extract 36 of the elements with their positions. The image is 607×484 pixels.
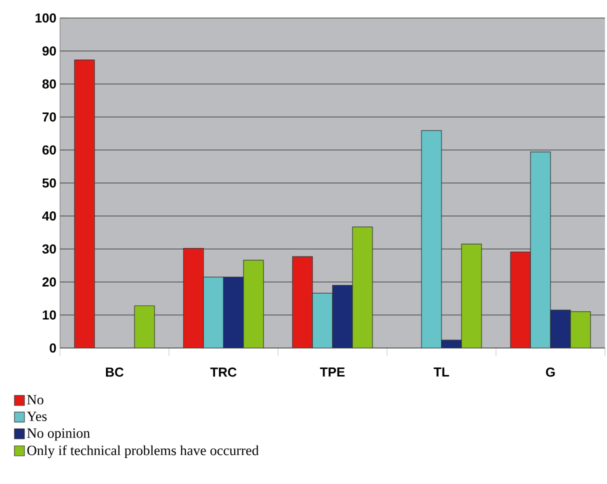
y-tick-label: 10 [42,310,56,320]
y-tick-label: 50 [42,178,56,188]
legend-label: No [27,395,44,404]
x-tick-label: TPE [320,368,345,376]
y-tick-label: 0 [50,343,56,353]
bar [550,310,571,348]
legend-label: No opinion [27,428,90,441]
y-tick-label: 40 [42,211,56,221]
x-tick-label: BC [106,368,124,377]
bar [183,248,204,348]
x-tick-label: TRC [210,368,237,377]
y-tick-label: 70 [42,112,56,122]
bar [312,292,333,348]
legend-label: Yes [26,412,47,422]
bar [223,276,244,348]
bar [352,226,373,348]
bar [510,252,531,348]
y-tick-label: 20 [42,277,56,287]
bar [74,60,95,348]
bar [203,276,224,348]
x-tick-label: G [546,368,555,377]
bar [292,256,313,348]
y-tick-label: 100 [36,13,56,23]
bar [461,244,482,348]
y-tick-label: 60 [42,145,56,155]
y-tick-label: 90 [42,46,56,56]
y-tick-label: 80 [42,79,56,89]
bar [134,305,155,348]
x-tick-label: TL [434,368,450,376]
bar [530,152,551,348]
bar [243,260,264,348]
bar [570,311,591,348]
legend-label: Only if technical problems have occurred [27,445,259,458]
bar [421,130,442,348]
y-tick-label: 30 [42,244,56,254]
bar [332,284,353,348]
